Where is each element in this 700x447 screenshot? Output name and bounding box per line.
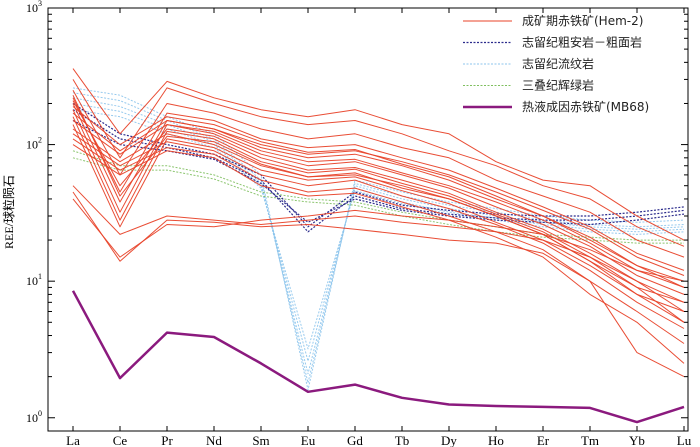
- legend-label-dia: 三叠纪辉绿岩: [522, 78, 594, 93]
- axis-layer: La Ce Pr Nd Sm Eu Gd Tb Dy Ho Er Tm Yb Lu 100 101 102 103: [26, 0, 692, 447]
- y-tick-label-2: 102: [26, 136, 42, 152]
- series-line-hem-18: [72, 100, 685, 312]
- series-line-hem-15: [72, 191, 685, 378]
- series-line-hem-13: [72, 106, 685, 288]
- series-line-tra-20: [72, 102, 685, 228]
- series-line-hem-12: [72, 112, 685, 276]
- y-tick-label-3: 103: [26, 0, 42, 15]
- y-tick-label-0: 100: [26, 409, 42, 425]
- x-tick-label-Yb: Yb: [629, 433, 645, 447]
- series-line-dia-29: [72, 157, 684, 244]
- y-tick-label-1: 101: [26, 272, 42, 288]
- series-line-dia-28: [72, 150, 684, 241]
- x-tick-label-Ho: Ho: [488, 433, 504, 447]
- series-line-hem-2: [72, 89, 685, 258]
- x-tick-label-Lu: Lu: [677, 433, 692, 447]
- series-line-hem-6: [72, 116, 685, 303]
- series-layer: [71, 68, 685, 424]
- x-tick-label-Ce: Ce: [113, 433, 128, 447]
- legend-label-hyd: 热液成因赤铁矿(MB68): [522, 99, 649, 114]
- legend-label-hem: 成矿期赤铁矿(Hem-2): [522, 14, 643, 28]
- series-line-hem-0: [72, 68, 685, 241]
- series-line-hem-9: [72, 133, 685, 329]
- x-tick-label-Tb: Tb: [395, 433, 409, 447]
- y-axis-label: REE/球粒陨石: [1, 175, 16, 249]
- x-tick-label-Gd: Gd: [347, 433, 363, 447]
- x-tick-label-La: La: [66, 433, 80, 447]
- x-tick-label-Nd: Nd: [206, 433, 222, 447]
- series-line-rhy-25: [72, 97, 685, 375]
- x-tick-label-Sm: Sm: [252, 433, 269, 447]
- legend: 成矿期赤铁矿(Hem-2) 志留纪粗安岩－粗面岩志留纪流纹岩三叠纪辉绿岩热液成因赤…: [463, 14, 649, 114]
- x-tick-label-Er: Er: [537, 433, 550, 447]
- series-line-hem-3: [72, 97, 685, 271]
- series-line-hem-14: [72, 120, 685, 282]
- legend-label-tra: 志留纪粗安岩－粗面岩: [522, 35, 642, 50]
- series-line-hem-19: [72, 94, 685, 323]
- x-tick-label-Eu: Eu: [301, 433, 316, 447]
- series-line-hyd-30: [71, 290, 685, 424]
- series-line-hem-17: [72, 185, 685, 303]
- series-line-hem-7: [72, 124, 685, 312]
- series-line-hem-1: [72, 79, 685, 247]
- series-line-tra-21: [72, 109, 685, 233]
- x-tick-label-Tm: Tm: [581, 433, 599, 447]
- series-line-hem-11: [72, 144, 685, 364]
- x-tick-label-Pr: Pr: [161, 433, 173, 447]
- plot-frame: [47, 7, 689, 432]
- series-line-hem-10: [72, 138, 685, 344]
- x-tick-label-Dy: Dy: [441, 433, 457, 447]
- series-line-hem-16: [72, 198, 685, 288]
- legend-label-rhy: 志留纪流纹岩: [522, 56, 594, 71]
- series-line-tra-22: [72, 119, 685, 226]
